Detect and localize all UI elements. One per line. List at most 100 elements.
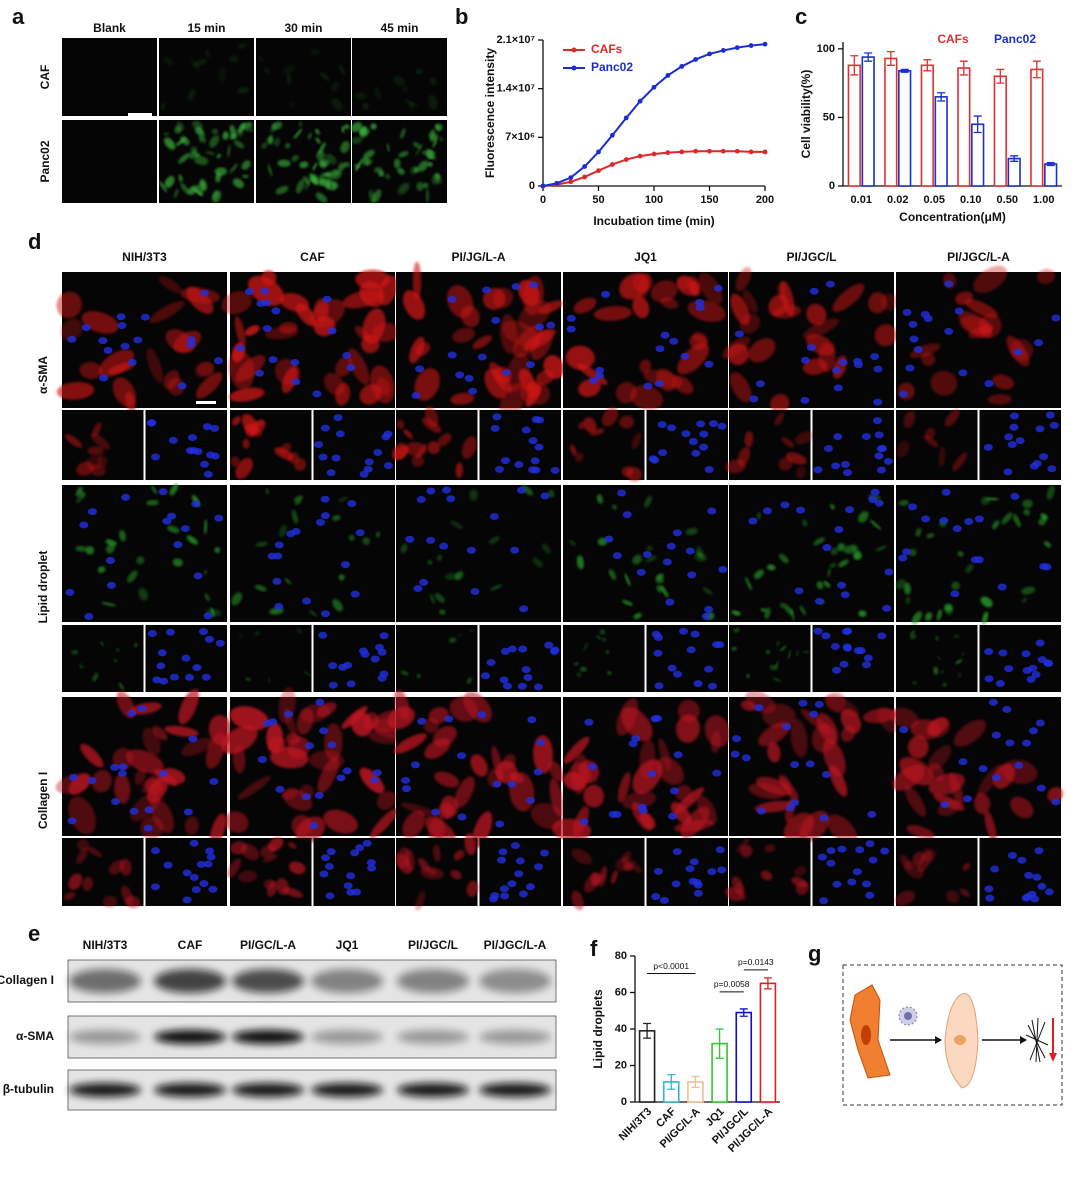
micrograph bbox=[221, 269, 400, 408]
cell bbox=[325, 184, 331, 190]
column-label: JQ1 bbox=[336, 938, 359, 952]
cell bbox=[114, 773, 131, 804]
cell bbox=[276, 878, 290, 896]
nucleus bbox=[405, 535, 415, 543]
micrograph bbox=[62, 483, 227, 622]
nucleus bbox=[325, 892, 335, 900]
cell bbox=[211, 190, 221, 203]
nucleus bbox=[188, 735, 198, 743]
nucleus bbox=[98, 337, 108, 345]
nucleus bbox=[650, 456, 660, 464]
cell bbox=[274, 137, 281, 147]
cell bbox=[160, 102, 166, 111]
nucleus bbox=[898, 554, 908, 562]
error-bar bbox=[667, 1073, 676, 1090]
cell bbox=[928, 717, 951, 738]
cell bbox=[260, 844, 276, 858]
cell bbox=[237, 86, 249, 94]
nucleus bbox=[525, 361, 535, 369]
cell bbox=[203, 569, 208, 575]
cell bbox=[433, 844, 441, 862]
nucleus bbox=[1004, 433, 1014, 441]
data-point bbox=[665, 150, 671, 156]
cell bbox=[436, 554, 443, 561]
nucleus bbox=[151, 847, 161, 855]
cell bbox=[909, 633, 917, 640]
nucleus bbox=[715, 846, 725, 854]
cell bbox=[370, 808, 399, 839]
cell bbox=[698, 272, 723, 305]
column-label: PI/JG/L-A bbox=[451, 250, 505, 264]
row-label: Collagen I bbox=[36, 772, 50, 829]
cell bbox=[736, 882, 746, 901]
cell bbox=[375, 531, 381, 538]
nucleus bbox=[447, 295, 457, 303]
cell bbox=[829, 562, 837, 569]
cell bbox=[565, 345, 595, 370]
nucleus bbox=[988, 698, 998, 706]
cell bbox=[299, 161, 309, 169]
nucleus bbox=[880, 847, 890, 855]
cell bbox=[200, 178, 208, 191]
cell bbox=[434, 771, 460, 788]
cell bbox=[563, 736, 590, 764]
nucleus bbox=[377, 674, 387, 682]
nucleus bbox=[909, 335, 919, 343]
nucleus bbox=[492, 413, 502, 421]
nucleus bbox=[718, 565, 728, 573]
nucleus bbox=[1007, 441, 1017, 449]
nucleus bbox=[377, 648, 387, 656]
cell bbox=[457, 634, 462, 637]
nucleus bbox=[457, 752, 467, 760]
nucleus bbox=[595, 366, 605, 374]
data-point bbox=[748, 43, 754, 48]
nucleus bbox=[717, 422, 727, 430]
cell bbox=[455, 462, 463, 478]
bar bbox=[898, 70, 912, 187]
cell bbox=[354, 325, 370, 341]
micrograph bbox=[396, 625, 478, 692]
nucleus bbox=[274, 602, 284, 610]
nucleus bbox=[431, 808, 441, 816]
nucleus bbox=[814, 597, 824, 605]
nucleus bbox=[417, 717, 427, 725]
micrograph bbox=[896, 625, 978, 692]
row-label: α-SMA bbox=[36, 356, 50, 394]
cell bbox=[178, 174, 183, 183]
y-axis-label: Lipid droplets bbox=[591, 989, 605, 1069]
cell bbox=[261, 142, 268, 149]
cell bbox=[832, 283, 865, 312]
micrograph-bg bbox=[979, 625, 1061, 692]
cell bbox=[806, 303, 827, 326]
cell bbox=[347, 348, 370, 385]
cell bbox=[518, 300, 551, 330]
nucleus bbox=[853, 357, 863, 365]
cell bbox=[694, 553, 708, 562]
nucleus bbox=[826, 859, 836, 867]
cell bbox=[946, 890, 960, 903]
nucleus bbox=[328, 662, 338, 670]
cell bbox=[838, 559, 849, 568]
cell bbox=[134, 642, 138, 648]
cell bbox=[90, 433, 110, 450]
scale-bar bbox=[196, 401, 216, 404]
cell bbox=[772, 677, 782, 682]
cell bbox=[735, 267, 752, 292]
cell bbox=[702, 587, 713, 595]
data-point bbox=[693, 148, 699, 154]
cell bbox=[962, 862, 971, 871]
cell bbox=[802, 650, 810, 654]
cell bbox=[632, 759, 663, 794]
cell bbox=[780, 645, 787, 652]
nucleus bbox=[411, 391, 421, 399]
micrograph bbox=[230, 410, 312, 480]
nucleus bbox=[785, 804, 795, 812]
cell bbox=[576, 672, 582, 678]
nucleus bbox=[189, 873, 199, 881]
cell bbox=[610, 870, 618, 884]
cell bbox=[624, 573, 631, 587]
nucleus bbox=[704, 665, 714, 673]
cell bbox=[79, 361, 103, 380]
cell bbox=[121, 885, 134, 906]
